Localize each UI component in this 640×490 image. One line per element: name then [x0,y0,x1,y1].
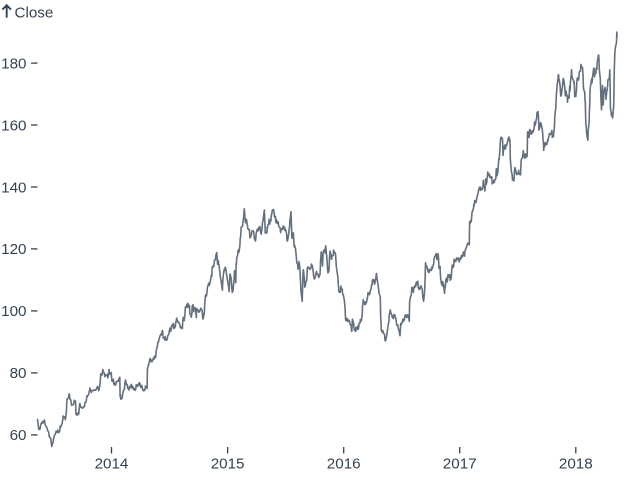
svg-text:120: 120 [1,241,26,258]
svg-text:2017: 2017 [443,456,477,473]
svg-text:100: 100 [1,303,26,320]
svg-text:140: 140 [1,179,26,196]
svg-text:Close: Close [15,5,54,22]
svg-text:180: 180 [1,55,26,72]
svg-text:80: 80 [10,365,27,382]
svg-text:2018: 2018 [559,456,593,473]
svg-text:2016: 2016 [327,456,361,473]
svg-text:160: 160 [1,117,26,134]
svg-text:2015: 2015 [211,456,245,473]
svg-text:60: 60 [10,427,27,444]
svg-text:2014: 2014 [95,456,129,473]
